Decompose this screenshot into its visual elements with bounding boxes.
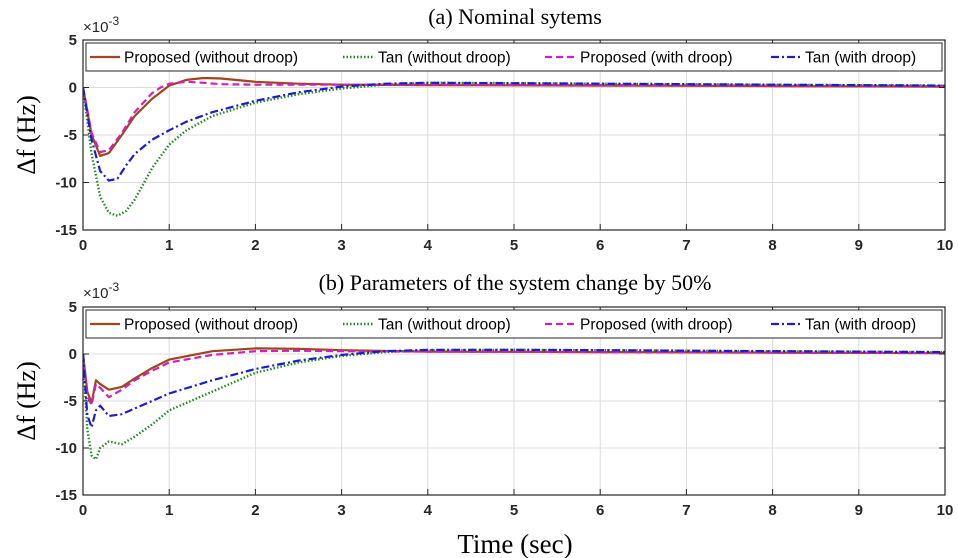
x-tick-label: 3 bbox=[337, 237, 345, 254]
series-tan-without-droop bbox=[83, 348, 945, 461]
x-tick-label: 10 bbox=[937, 237, 954, 254]
chart-title: (a) Nominal sytems bbox=[428, 4, 602, 29]
chart-title: (b) Parameters of the system change by 5… bbox=[319, 270, 712, 295]
x-tick-label: 6 bbox=[596, 237, 604, 254]
y-tick-label: -10 bbox=[55, 440, 77, 457]
y-axis-label: Δf (Hz) bbox=[12, 95, 41, 175]
x-tick-label: 4 bbox=[424, 502, 433, 519]
x-tick-label: 3 bbox=[337, 502, 345, 519]
x-tick-label: 4 bbox=[424, 237, 433, 254]
x-tick-label: 0 bbox=[79, 502, 87, 519]
x-tick-label: 7 bbox=[682, 502, 690, 519]
series-tan-with-droop bbox=[83, 348, 945, 429]
x-tick-label: 8 bbox=[768, 237, 776, 254]
series-proposed-with-droop bbox=[83, 80, 945, 154]
x-tick-label: 1 bbox=[165, 502, 173, 519]
chart-panel-b: 0 1 2 3 4 5 6 7 8 9 10 5 0 -5 -10 -15 ×10-3 (b) Parameter… bbox=[12, 270, 953, 519]
x-tick-label: 7 bbox=[682, 237, 690, 254]
y-tick-label: -15 bbox=[55, 487, 77, 504]
y-tick-label: -15 bbox=[55, 222, 77, 239]
y-exponent-power: -3 bbox=[108, 280, 119, 294]
y-exponent-base: ×10 bbox=[83, 19, 108, 36]
y-tick-label: -5 bbox=[64, 127, 77, 144]
x-axis-label: Time (sec) bbox=[457, 529, 572, 558]
x-tick-label: 2 bbox=[251, 237, 259, 254]
y-tick-label: -5 bbox=[64, 393, 77, 410]
y-axis-label: Δf (Hz) bbox=[12, 361, 41, 441]
x-tick-label: 0 bbox=[79, 237, 87, 254]
y-tick-label: -10 bbox=[55, 175, 77, 192]
series-tan-with-droop bbox=[83, 81, 945, 182]
y-tick-label: 5 bbox=[69, 32, 77, 49]
legend-entry: Tan (with droop) bbox=[805, 317, 916, 334]
x-tick-label: 9 bbox=[855, 502, 863, 519]
x-tick-label: 6 bbox=[596, 502, 604, 519]
x-tick-label: 5 bbox=[510, 237, 518, 254]
legend-entry: Tan (without droop) bbox=[378, 317, 511, 334]
legend-entry: Tan (without droop) bbox=[378, 50, 511, 67]
legend-entry: Proposed (without droop) bbox=[124, 50, 298, 67]
x-tick-label: 9 bbox=[855, 237, 863, 254]
y-tick-label: 0 bbox=[69, 346, 77, 363]
x-tick-label: 2 bbox=[251, 502, 259, 519]
y-exponent-base: ×10 bbox=[83, 285, 108, 302]
series-proposed-without-droop bbox=[83, 347, 945, 404]
chart-panel-a: 0 1 2 3 4 5 6 7 8 9 10 5 0 -5 -10 -15 ×10-3 (a) Nominal s… bbox=[12, 4, 953, 254]
x-tick-label: 10 bbox=[937, 502, 954, 519]
x-tick-label: 1 bbox=[165, 237, 173, 254]
series-proposed-with-droop bbox=[83, 349, 945, 406]
legend-entry: Proposed (with droop) bbox=[580, 317, 733, 334]
legend-entry: Proposed (without droop) bbox=[124, 317, 298, 334]
y-tick-label: 5 bbox=[69, 299, 77, 316]
legend-entry: Tan (with droop) bbox=[805, 50, 916, 67]
y-tick-label: 0 bbox=[69, 80, 77, 97]
series-tan-without-droop bbox=[83, 81, 945, 218]
x-tick-label: 5 bbox=[510, 502, 518, 519]
legend-entry: Proposed (with droop) bbox=[580, 50, 733, 67]
x-tick-label: 8 bbox=[768, 502, 776, 519]
y-exponent-power: -3 bbox=[108, 14, 119, 28]
y-exponent-label: ×10-3 bbox=[83, 14, 119, 36]
y-exponent-label: ×10-3 bbox=[83, 280, 119, 302]
